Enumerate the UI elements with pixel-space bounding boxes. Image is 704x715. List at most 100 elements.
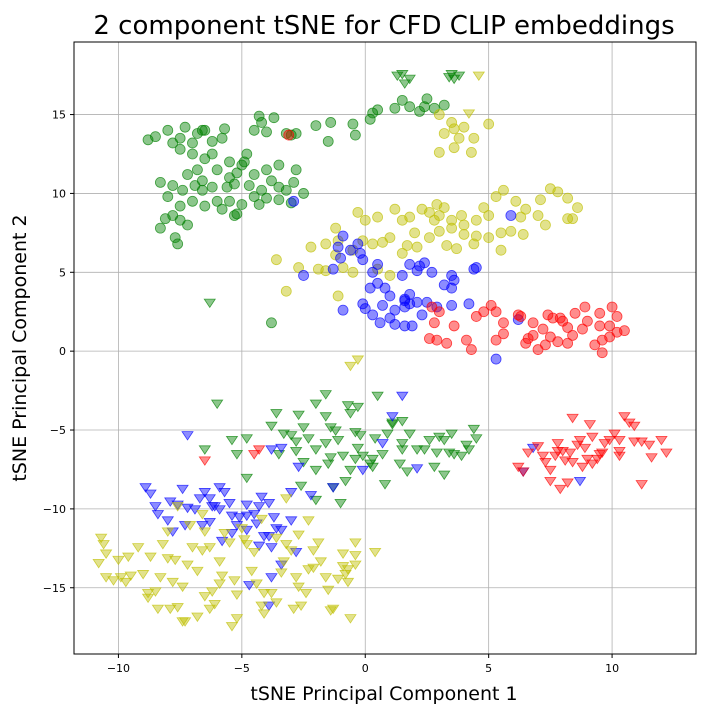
data-point [161,527,175,537]
data-point [181,503,194,514]
data-point [292,582,305,593]
data-point [551,439,565,449]
data-point [297,423,310,433]
data-point [275,443,288,454]
data-point [198,445,212,455]
data-point [569,307,581,319]
data-point [441,337,453,349]
data-point [655,435,668,446]
data-point [354,431,367,441]
data-point [347,266,359,278]
data-point [448,123,460,135]
data-point [181,560,194,571]
data-point [410,464,424,474]
data-point [510,195,522,207]
data-point [228,576,241,586]
data-point [198,488,212,498]
data-point [206,148,218,160]
data-point [280,285,292,297]
data-point [660,448,673,459]
data-point [351,402,365,413]
data-point [428,214,440,226]
data-point [305,241,317,253]
data-point [404,101,416,113]
data-point [472,71,486,82]
data-point [247,450,261,460]
data-point [593,450,606,460]
data-point [349,560,362,571]
data-point [483,210,495,221]
data-point [374,317,386,329]
data-point [198,527,212,537]
data-point [442,448,456,459]
data-point [206,181,218,193]
data-point [187,148,198,160]
data-point [377,236,388,248]
data-point [424,232,435,243]
data-point [498,184,509,196]
data-point [396,70,409,80]
data-point [367,238,379,250]
data-point [236,199,248,210]
data-point [335,252,346,264]
data-point [594,307,606,319]
data-point [419,257,430,269]
data-point [112,555,125,566]
series-red-circle [283,129,630,359]
data-point [520,203,532,215]
data-point [231,208,243,220]
data-point [485,300,497,311]
data-point [366,462,379,473]
data-point [302,516,315,526]
data-point [562,213,574,225]
data-point [199,124,211,136]
data-point [167,137,179,149]
data-point [223,538,236,548]
data-point [94,533,108,544]
data-point [139,483,152,493]
data-point [406,320,418,332]
data-point [321,459,335,470]
data-point [183,521,197,531]
data-point [205,587,219,597]
data-point [424,333,435,344]
data-point [248,124,260,136]
data-point [540,219,551,231]
data-point [280,494,293,504]
data-point [567,329,578,341]
data-point [368,547,382,558]
data-point [266,317,277,329]
y-tick-label: −15 [43,582,66,595]
data-point [561,478,574,488]
data-point [410,445,424,455]
data-point [330,222,342,234]
data-point [341,401,355,411]
data-point [154,222,166,234]
data-point [583,420,597,430]
x-tick-label: −5 [234,662,250,675]
data-point [250,579,263,589]
data-point [400,467,414,477]
data-point [411,241,423,253]
data-point [218,529,231,539]
data-point [344,409,357,419]
data-point [107,576,120,586]
data-points [92,70,673,632]
data-point [337,262,349,273]
data-point [206,135,218,147]
data-point [203,298,216,309]
data-point [171,502,184,512]
data-point [270,524,283,534]
data-point [372,259,383,270]
data-point [462,109,476,119]
data-point [428,462,441,473]
data-point [257,588,271,599]
data-point [176,582,189,593]
data-point [635,480,648,490]
data-point [562,192,574,204]
data-point [339,476,352,487]
data-point [154,573,167,583]
data-point [447,450,461,460]
data-point [273,194,285,206]
